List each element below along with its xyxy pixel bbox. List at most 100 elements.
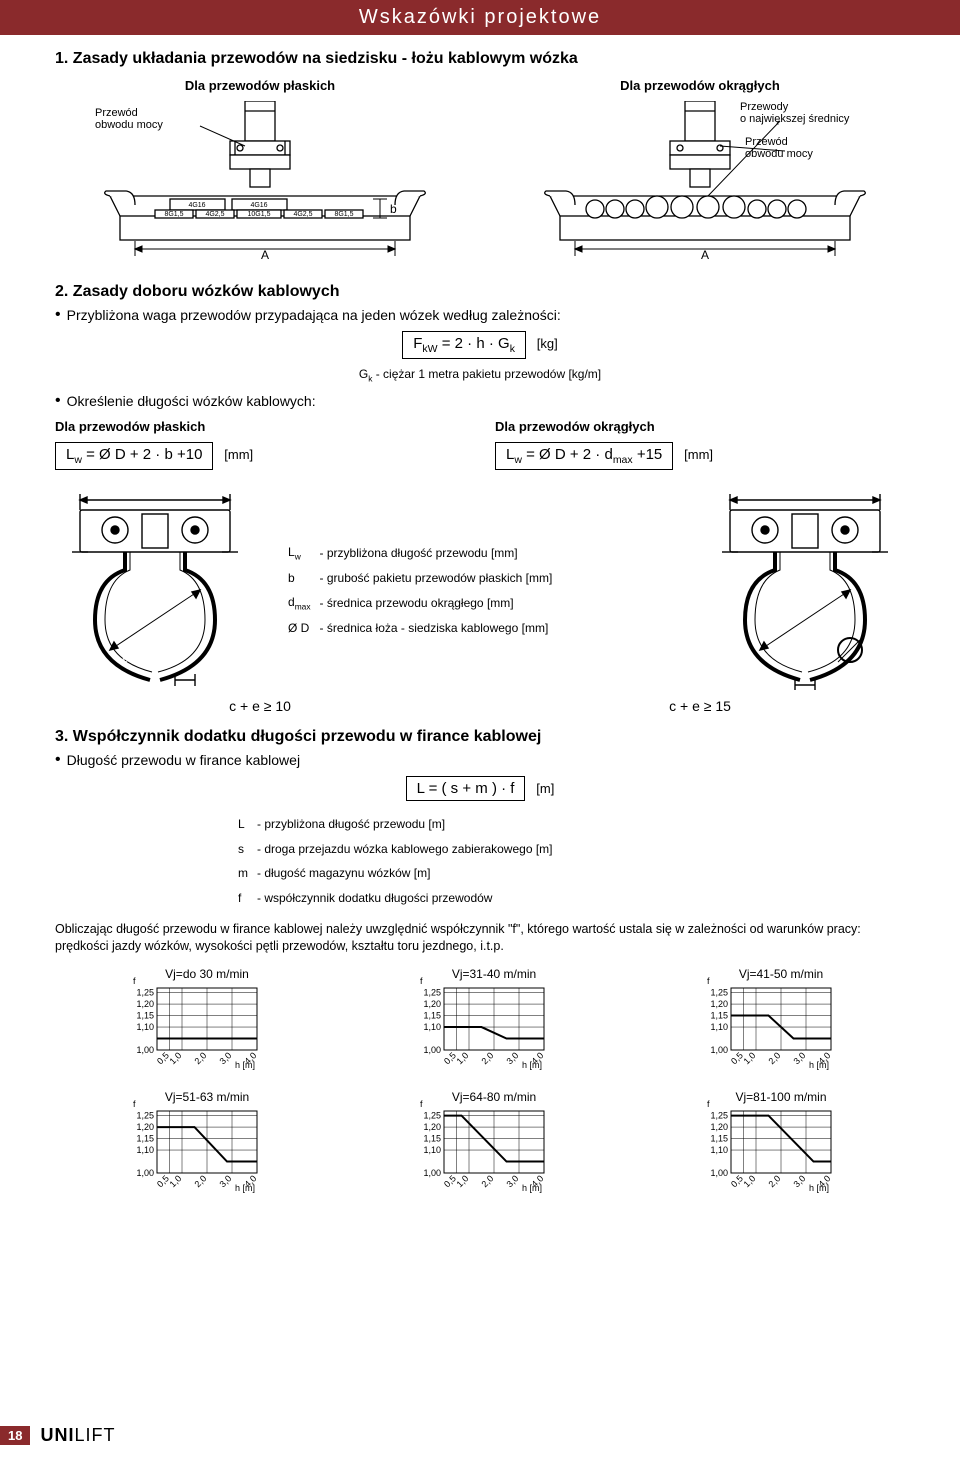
svg-text:1,20: 1,20	[423, 1122, 441, 1132]
page-number: 18	[0, 1426, 30, 1445]
svg-text:1,20: 1,20	[136, 1122, 154, 1132]
svg-text:h [m]: h [m]	[809, 1183, 829, 1193]
svg-text:3,0: 3,0	[504, 1050, 520, 1066]
svg-text:øD: øD	[122, 653, 137, 665]
svg-text:4G2,5: 4G2,5	[293, 211, 312, 218]
svg-text:3,0: 3,0	[217, 1173, 233, 1189]
svg-text:1,25: 1,25	[711, 1111, 729, 1121]
page-banner: Wskazówki projektowe	[0, 0, 960, 35]
svg-text:2,0: 2,0	[479, 1173, 495, 1189]
section-2-title: 2. Zasady doboru wózków kablowych	[55, 283, 905, 301]
svg-text:1,0: 1,0	[167, 1050, 183, 1066]
svg-text:1,15: 1,15	[423, 1011, 441, 1021]
sec3-paragraph: Obliczając długość przewodu w firance ka…	[55, 921, 905, 956]
sec2-bullet-1: Przybliżona waga przewodów przypadająca …	[55, 307, 905, 323]
svg-text:f: f	[133, 1099, 136, 1109]
svg-text:h [m]: h [m]	[235, 1183, 255, 1193]
unit-mm-1: [mm]	[224, 447, 253, 462]
svg-text:Vj=31-40 m/min: Vj=31-40 m/min	[452, 967, 536, 981]
section-3-title: 3. Współczynnik dodatku długości przewod…	[55, 728, 905, 746]
svg-text:f: f	[707, 1099, 710, 1109]
svg-text:h [m]: h [m]	[522, 1183, 542, 1193]
svg-text:b: b	[182, 683, 188, 690]
svg-text:1,00: 1,00	[711, 1045, 729, 1055]
svg-text:1,0: 1,0	[454, 1050, 470, 1066]
chart-3: Vj=51-63 m/minf1,001,101,151,201,250,51,…	[123, 1089, 263, 1202]
svg-text:h [m]: h [m]	[235, 1060, 255, 1070]
flat-clamp-label: Przewód obwodu mocy	[95, 107, 163, 131]
sec2-col-flat-heading: Dla przewodów płaskich	[55, 419, 465, 434]
svg-text:2,0: 2,0	[192, 1173, 208, 1189]
round-label-bot: Przewód obwodu mocy	[745, 136, 813, 160]
round-label-top: Przewody o największej średnicy	[740, 101, 849, 125]
svg-text:1,20: 1,20	[711, 1122, 729, 1132]
chart-1: Vj=31-40 m/minf1,001,101,151,201,250,51,…	[410, 966, 550, 1079]
sec2-col-round-heading: Dla przewodów okrągłych	[495, 419, 905, 434]
svg-text:1,15: 1,15	[711, 1134, 729, 1144]
svg-text:1,25: 1,25	[136, 988, 154, 998]
trolley-flat-figure: Lw c e	[55, 490, 255, 690]
svg-text:c: c	[720, 556, 726, 568]
unit-m: [m]	[536, 781, 554, 796]
svg-text:10G1,5: 10G1,5	[248, 211, 271, 218]
svg-text:Vj=64-80 m/min: Vj=64-80 m/min	[452, 1090, 536, 1104]
svg-text:2,0: 2,0	[767, 1173, 783, 1189]
svg-text:øD: øD	[860, 661, 875, 673]
svg-text:1,00: 1,00	[711, 1168, 729, 1178]
svg-text:4G16: 4G16	[188, 202, 205, 209]
chart-4: Vj=64-80 m/minf1,001,101,151,201,250,51,…	[410, 1089, 550, 1202]
svg-text:3,0: 3,0	[792, 1050, 808, 1066]
svg-text:1,0: 1,0	[454, 1173, 470, 1189]
svg-text:1,25: 1,25	[423, 1111, 441, 1121]
sec1-round-figure: A Przewody o największej średnicy Przewó…	[495, 101, 905, 261]
svg-text:1,20: 1,20	[423, 999, 441, 1009]
svg-text:1,0: 1,0	[167, 1173, 183, 1189]
chart-0: Vj=do 30 m/minf1,001,101,151,201,250,51,…	[123, 966, 263, 1079]
sec2-legend: Lw- przybliżona długość przewodu [mm] b-…	[285, 539, 675, 641]
svg-text:1,00: 1,00	[136, 1045, 154, 1055]
svg-text:e: e	[883, 556, 889, 568]
svg-text:1,10: 1,10	[711, 1145, 729, 1155]
chart-2: Vj=41-50 m/minf1,001,101,151,201,250,51,…	[697, 966, 837, 1079]
formula-L: L = ( s + m ) · f	[406, 776, 526, 801]
formula-lw-round: Lw = Ø D + 2 · dmax +15	[495, 442, 673, 470]
svg-text:3,0: 3,0	[504, 1173, 520, 1189]
sec2-bullet-2: Określenie długości wózków kablowych:	[55, 393, 905, 409]
sec3-legend: L- przybliżona długość przewodu [m] s- d…	[235, 811, 905, 911]
ce-flat: c + e ≥ 10	[55, 698, 465, 714]
svg-text:8G1,5: 8G1,5	[334, 211, 353, 218]
svg-text:1,00: 1,00	[423, 1045, 441, 1055]
svg-text:1,00: 1,00	[423, 1168, 441, 1178]
svg-text:f: f	[420, 976, 423, 986]
svg-text:1,00: 1,00	[136, 1168, 154, 1178]
svg-text:c: c	[70, 556, 76, 568]
sec3-bullet-1: Długość przewodu w firance kablowej	[55, 752, 905, 768]
svg-text:1,0: 1,0	[742, 1050, 758, 1066]
svg-text:4G16: 4G16	[250, 202, 267, 209]
svg-text:Vj=do 30 m/min: Vj=do 30 m/min	[165, 967, 249, 981]
svg-text:2,0: 2,0	[192, 1050, 208, 1066]
svg-text:1,15: 1,15	[136, 1134, 154, 1144]
unit-kg: [kg]	[537, 336, 558, 351]
svg-text:Lw: Lw	[148, 490, 162, 500]
svg-text:1,15: 1,15	[423, 1134, 441, 1144]
svg-text:Vj=41-50 m/min: Vj=41-50 m/min	[739, 967, 823, 981]
svg-text:4G2,5: 4G2,5	[205, 211, 224, 218]
svg-text:1,10: 1,10	[711, 1022, 729, 1032]
svg-text:h [m]: h [m]	[522, 1060, 542, 1070]
chart-5: Vj=81-100 m/minf1,001,101,151,201,250,51…	[697, 1089, 837, 1202]
ce-round: c + e ≥ 15	[495, 698, 905, 714]
note-gk: Gk - ciężar 1 metra pakietu przewodów [k…	[55, 367, 905, 383]
svg-text:f: f	[707, 976, 710, 986]
sec1-flat-figure: 4G164G16 8G1,54G2,5 10G1,54G2,5 8G1,5 A	[55, 101, 465, 261]
svg-text:A: A	[261, 248, 269, 261]
svg-text:f: f	[133, 976, 136, 986]
svg-text:2,0: 2,0	[767, 1050, 783, 1066]
svg-text:e: e	[233, 556, 239, 568]
svg-text:Lw: Lw	[798, 490, 812, 500]
trolley-round-figure: Lw c e øD	[705, 490, 905, 690]
svg-text:1,10: 1,10	[136, 1145, 154, 1155]
svg-text:1,10: 1,10	[423, 1145, 441, 1155]
svg-text:1,20: 1,20	[711, 999, 729, 1009]
svg-text:Vj=51-63 m/min: Vj=51-63 m/min	[164, 1090, 248, 1104]
